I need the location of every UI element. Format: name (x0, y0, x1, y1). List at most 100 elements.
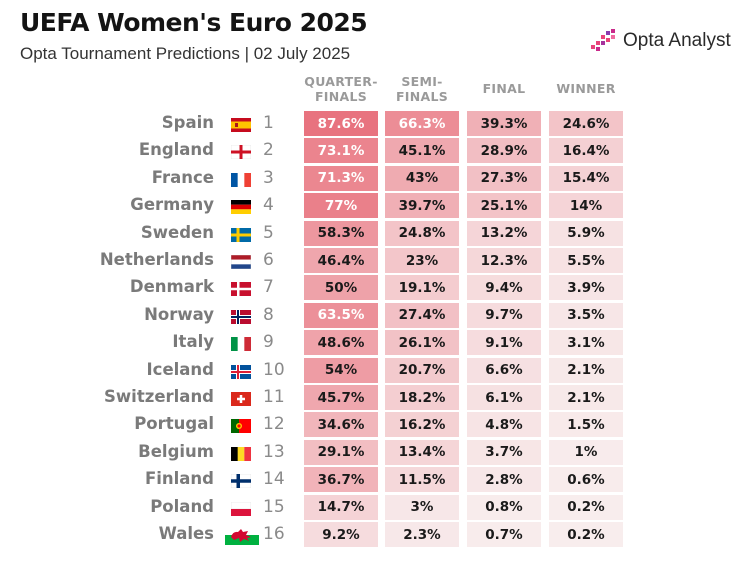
team-name: Germany (130, 195, 214, 215)
probability-cell: 5.9% (549, 220, 623, 246)
probability-cell: 3.9% (549, 275, 623, 301)
probability-cell: 46.4% (304, 248, 378, 273)
probability-cell: 4.8% (467, 412, 541, 438)
probability-cell: 0.2% (549, 494, 623, 520)
opta-analyst-logo: Opta Analyst (591, 28, 731, 54)
team-name: Poland (150, 496, 214, 516)
probability-cell: 18.2% (385, 385, 459, 410)
logo-text: Opta Analyst (623, 30, 731, 51)
probability-cell: 39.7% (385, 193, 459, 219)
norway-flag-icon (231, 309, 251, 324)
team-rank: 16 (263, 524, 285, 544)
team-rank: 11 (263, 387, 285, 407)
team-name: Denmark (129, 277, 214, 297)
probability-cell: 9.4% (467, 275, 541, 301)
probability-cell: 1.5% (549, 412, 623, 438)
team-name: Norway (144, 304, 214, 324)
probability-cell: 29.1% (304, 439, 378, 465)
team-name: Netherlands (99, 250, 214, 269)
probability-cell: 71.3% (304, 165, 378, 191)
team-rank: 2 (263, 140, 274, 161)
probability-cell: 0.6% (549, 467, 623, 493)
probability-cell: 3.1% (549, 330, 623, 356)
chart-subtitle: Opta Tournament Predictions | 02 July 20… (20, 44, 351, 63)
team-name: Italy (172, 332, 214, 352)
probability-cell: 34.6% (304, 412, 378, 438)
probability-cell: 9.1% (467, 330, 541, 356)
team-name: Iceland (146, 359, 214, 379)
probability-cell: 36.7% (304, 467, 378, 493)
team-rank: 6 (263, 250, 274, 270)
probability-cell: 2.3% (385, 522, 459, 547)
team-rank: 15 (263, 496, 285, 517)
probability-cell: 11.5% (385, 467, 459, 493)
probability-cell: 16.2% (385, 412, 459, 438)
italy-flag-icon (231, 336, 252, 352)
team-rank: 12 (263, 414, 285, 435)
netherlands-flag-icon (230, 254, 252, 270)
probability-cell: 66.3% (385, 111, 459, 136)
england-flag-icon (230, 144, 252, 160)
probability-cell: 2.8% (467, 467, 541, 493)
chart-title: UEFA Women's Euro 2025 (20, 8, 368, 37)
probability-cell: 39.3% (467, 111, 541, 136)
probability-cell: 13.4% (385, 439, 459, 465)
probability-cell: 87.6% (304, 111, 378, 136)
iceland-flag-icon (231, 364, 251, 379)
germany-flag-icon (231, 199, 251, 215)
finland-flag-icon (230, 473, 252, 489)
team-rank: 7 (263, 277, 274, 298)
team-rank: 3 (263, 167, 274, 188)
column-header-line1: QUARTER- (304, 74, 378, 89)
probability-cell: 9.2% (304, 522, 378, 547)
column-header: QUARTER- FINALS (302, 74, 380, 104)
team-rank: 1 (263, 113, 274, 133)
probability-cell: 73.1% (304, 138, 378, 164)
column-header: SEMI- FINALS (383, 74, 461, 104)
probability-cell: 9.7% (467, 302, 541, 328)
probability-cell: 3% (385, 494, 459, 520)
probability-cell: 1% (549, 439, 623, 465)
team-name: France (151, 167, 214, 187)
poland-flag-icon (230, 501, 252, 516)
probability-cell: 20.7% (385, 357, 459, 383)
probability-cell: 13.2% (467, 220, 541, 246)
probability-cell: 14% (549, 193, 623, 219)
team-name: Sweden (140, 222, 214, 242)
team-name: Wales (158, 524, 214, 543)
probability-cell: 27.3% (467, 165, 541, 191)
opta-bars-icon (591, 29, 615, 51)
probability-cell: 12.3% (467, 248, 541, 273)
probability-cell: 3.7% (467, 439, 541, 465)
probability-cell: 0.8% (467, 494, 541, 520)
column-header-line1: WINNER (556, 81, 616, 96)
column-header-line1: FINAL (482, 81, 526, 96)
probability-cell: 58.3% (304, 220, 378, 246)
denmark-flag-icon (231, 281, 251, 297)
team-name: Switzerland (104, 387, 214, 406)
switzerland-flag-icon (231, 391, 251, 406)
wales-flag-icon (225, 525, 259, 545)
probability-cell: 16.4% (549, 138, 623, 164)
probability-cell: 14.7% (304, 494, 378, 520)
team-rank: 5 (263, 222, 274, 243)
probability-cell: 77% (304, 193, 378, 219)
probability-cell: 5.5% (549, 248, 623, 273)
probability-cell: 0.2% (549, 522, 623, 547)
probability-cell: 2.1% (549, 385, 623, 410)
portugal-flag-icon (231, 418, 251, 434)
team-name: Finland (144, 469, 214, 489)
team-name: Spain (161, 113, 214, 132)
probability-cell: 3.5% (549, 302, 623, 328)
probability-cell: 15.4% (549, 165, 623, 191)
column-header: FINAL (465, 81, 543, 96)
team-rank: 8 (263, 304, 274, 325)
probability-cell: 43% (385, 165, 459, 191)
probability-cell: 48.6% (304, 330, 378, 356)
column-header: WINNER (547, 81, 625, 96)
probability-cell: 28.9% (467, 138, 541, 164)
team-rank: 14 (263, 469, 285, 490)
probability-cell: 45.7% (304, 385, 378, 410)
probability-cell: 6.6% (467, 357, 541, 383)
column-header-line2: FINALS (395, 89, 449, 104)
